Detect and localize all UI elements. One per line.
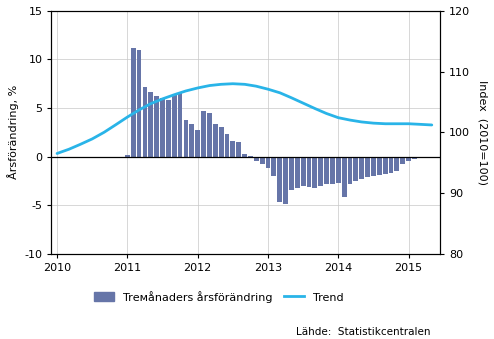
Bar — [131, 48, 136, 157]
Bar — [242, 154, 247, 157]
Bar — [160, 98, 165, 157]
Bar — [283, 157, 288, 204]
Bar — [359, 157, 364, 179]
Bar — [301, 157, 305, 186]
Bar — [137, 50, 141, 157]
Bar — [172, 94, 177, 157]
Bar — [225, 134, 229, 157]
Bar — [377, 157, 382, 175]
Bar — [143, 87, 147, 157]
Bar — [166, 100, 171, 157]
Bar — [324, 157, 329, 184]
Bar — [389, 157, 393, 173]
Bar — [213, 124, 218, 157]
Bar — [260, 157, 264, 164]
Bar — [254, 157, 259, 161]
Bar — [207, 113, 212, 157]
Bar — [336, 157, 341, 183]
Bar — [195, 130, 200, 157]
Bar — [125, 155, 130, 157]
Bar — [330, 157, 335, 184]
Bar — [365, 157, 370, 177]
Bar — [418, 157, 423, 158]
Bar — [295, 157, 300, 187]
Bar — [236, 142, 241, 157]
Bar — [178, 94, 182, 157]
Y-axis label: Årsförändring, %: Årsförändring, % — [7, 85, 19, 179]
Bar — [342, 157, 347, 197]
Bar — [219, 127, 223, 157]
Bar — [230, 141, 235, 157]
Bar — [312, 157, 317, 187]
Legend: Trемånaders årsförändring, Trend: Trемånaders årsförändring, Trend — [94, 291, 343, 302]
Bar — [406, 157, 411, 161]
Bar — [184, 120, 188, 157]
Bar — [307, 157, 311, 186]
Bar — [395, 157, 399, 171]
Bar — [248, 156, 253, 157]
Bar — [412, 157, 417, 159]
Bar — [189, 124, 194, 157]
Y-axis label: Index  (2010=100): Index (2010=100) — [477, 80, 487, 185]
Bar — [154, 96, 159, 157]
Bar — [271, 157, 276, 176]
Bar — [371, 157, 376, 176]
Bar — [201, 111, 206, 157]
Text: Lähde:  Statistikcentralen: Lähde: Statistikcentralen — [296, 327, 431, 337]
Bar — [266, 157, 270, 168]
Bar — [148, 93, 153, 157]
Bar — [277, 157, 282, 202]
Bar — [400, 157, 405, 164]
Bar — [354, 157, 358, 181]
Bar — [318, 157, 323, 186]
Bar — [348, 157, 352, 184]
Bar — [289, 157, 294, 191]
Bar — [383, 157, 388, 174]
